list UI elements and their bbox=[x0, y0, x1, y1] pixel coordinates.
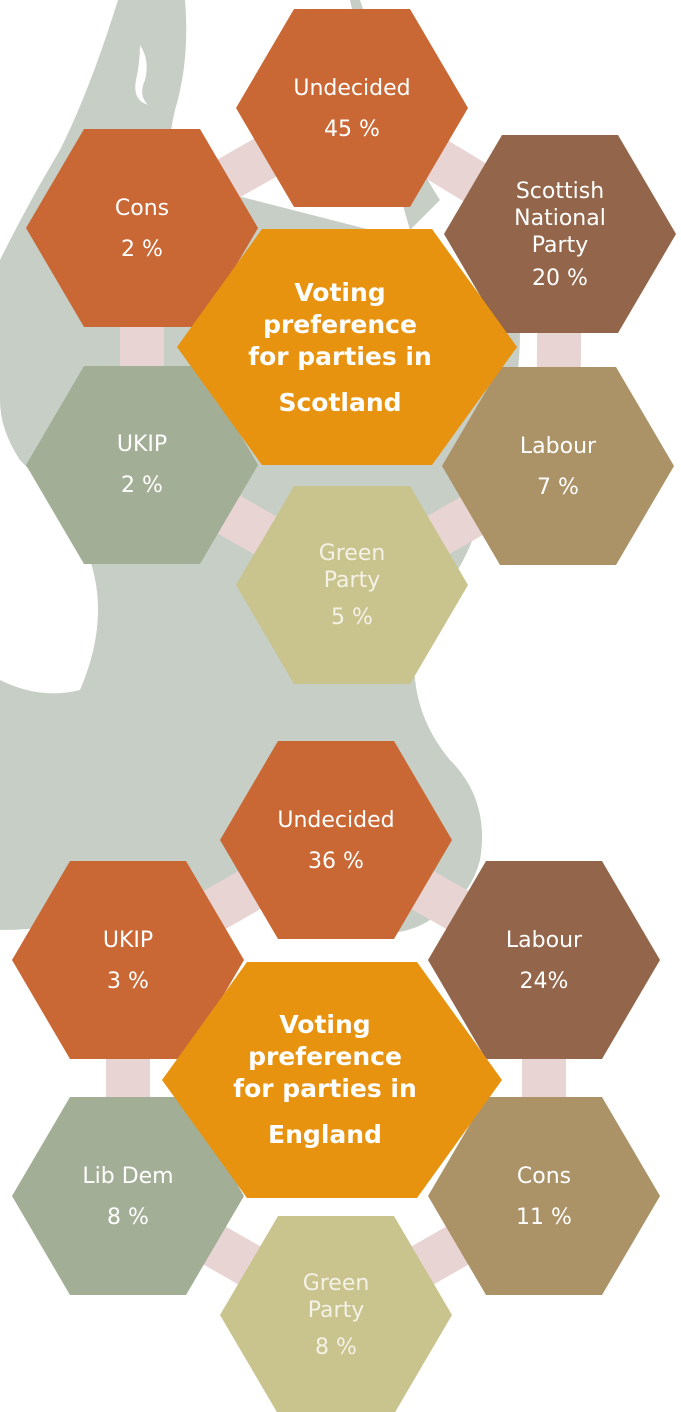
center-hexagon bbox=[162, 962, 502, 1198]
silhouette-detail bbox=[135, 45, 148, 105]
party-hexagon bbox=[220, 1216, 452, 1412]
party-hexagon bbox=[442, 367, 674, 565]
party-hexagon bbox=[444, 135, 676, 333]
party-hexagon bbox=[26, 366, 258, 564]
party-hexagon bbox=[428, 861, 660, 1059]
party-hexagon bbox=[428, 1097, 660, 1295]
party-hexagon bbox=[236, 486, 468, 684]
party-hexagon bbox=[12, 1097, 244, 1295]
center-hexagon bbox=[177, 229, 517, 465]
party-hexagon bbox=[26, 129, 258, 327]
party-hexagon bbox=[236, 9, 468, 207]
party-hexagon bbox=[12, 861, 244, 1059]
party-hexagon bbox=[220, 741, 452, 939]
